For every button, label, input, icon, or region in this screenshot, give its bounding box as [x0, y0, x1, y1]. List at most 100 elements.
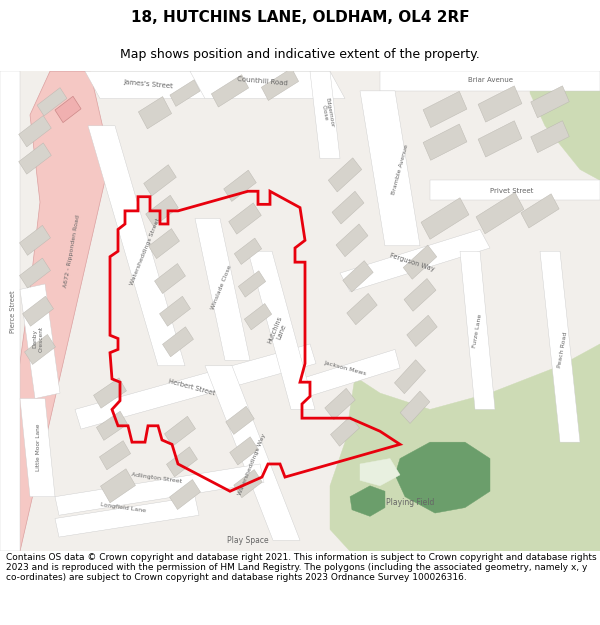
Polygon shape [19, 143, 52, 174]
Polygon shape [540, 251, 580, 442]
Text: Briar Avenue: Briar Avenue [467, 77, 512, 83]
Polygon shape [460, 251, 495, 409]
Polygon shape [190, 71, 345, 99]
Polygon shape [226, 406, 254, 434]
Polygon shape [248, 251, 315, 409]
Polygon shape [290, 349, 400, 401]
Text: 18, HUTCHINS LANE, OLDHAM, OL4 2RF: 18, HUTCHINS LANE, OLDHAM, OL4 2RF [131, 10, 469, 25]
Polygon shape [531, 121, 569, 152]
Polygon shape [155, 264, 185, 294]
Text: A672 - Ripponden Road: A672 - Ripponden Road [63, 214, 81, 288]
Polygon shape [423, 124, 467, 160]
Polygon shape [478, 86, 522, 122]
Polygon shape [423, 91, 467, 128]
Polygon shape [360, 459, 400, 486]
Text: Jackson Mews: Jackson Mews [323, 360, 367, 376]
Polygon shape [340, 229, 490, 292]
Polygon shape [336, 224, 368, 257]
Polygon shape [421, 198, 469, 239]
Polygon shape [230, 437, 258, 465]
Text: Little Moor Lane: Little Moor Lane [35, 424, 41, 471]
Polygon shape [97, 411, 128, 441]
Polygon shape [55, 497, 199, 537]
Text: Contains OS data © Crown copyright and database right 2021. This information is : Contains OS data © Crown copyright and d… [6, 552, 596, 582]
Text: Herbert Street: Herbert Street [168, 379, 216, 397]
Text: Danby
Crescent: Danby Crescent [32, 326, 43, 352]
Polygon shape [521, 194, 559, 228]
Polygon shape [238, 271, 266, 297]
Polygon shape [20, 284, 60, 399]
Polygon shape [205, 366, 300, 541]
Polygon shape [332, 191, 364, 224]
Polygon shape [160, 296, 190, 326]
Polygon shape [25, 334, 55, 364]
Text: Pierce Street: Pierce Street [10, 290, 16, 332]
Polygon shape [407, 315, 437, 346]
Polygon shape [0, 71, 110, 551]
Polygon shape [400, 391, 430, 424]
Polygon shape [170, 479, 200, 509]
Text: Furze Lane: Furze Lane [472, 314, 482, 348]
Polygon shape [360, 91, 420, 246]
Polygon shape [234, 469, 262, 498]
Text: Counthill Road: Counthill Road [236, 76, 287, 86]
Polygon shape [149, 229, 179, 259]
Polygon shape [394, 360, 425, 394]
Polygon shape [37, 88, 67, 116]
Polygon shape [75, 344, 316, 429]
Polygon shape [343, 261, 373, 292]
Polygon shape [143, 165, 176, 196]
Polygon shape [229, 203, 262, 234]
Polygon shape [85, 71, 215, 99]
Polygon shape [20, 399, 55, 497]
Text: James's Street: James's Street [123, 79, 173, 89]
Polygon shape [100, 441, 131, 470]
Polygon shape [19, 116, 52, 147]
Polygon shape [20, 258, 50, 288]
Polygon shape [164, 416, 196, 446]
Polygon shape [224, 170, 256, 201]
Polygon shape [244, 304, 272, 330]
Polygon shape [347, 293, 377, 325]
Polygon shape [163, 327, 193, 357]
Text: Peach Road: Peach Road [557, 331, 569, 367]
Text: Map shows position and indicative extent of the property.: Map shows position and indicative extent… [120, 48, 480, 61]
Polygon shape [170, 80, 200, 106]
Polygon shape [23, 296, 53, 326]
Polygon shape [531, 86, 569, 118]
Text: Play Space: Play Space [227, 536, 269, 545]
Polygon shape [235, 238, 262, 264]
Polygon shape [101, 469, 136, 502]
Polygon shape [88, 126, 185, 366]
Text: Adlington Street: Adlington Street [131, 472, 182, 484]
Text: Hutchins
Lane: Hutchins Lane [266, 315, 289, 347]
Polygon shape [20, 226, 50, 256]
Polygon shape [430, 181, 600, 200]
Polygon shape [167, 447, 197, 477]
Text: Edgemoor
Close: Edgemoor Close [319, 97, 335, 129]
Polygon shape [328, 158, 362, 192]
Polygon shape [94, 378, 127, 408]
Polygon shape [146, 195, 178, 226]
Text: Longfield Lane: Longfield Lane [100, 502, 146, 513]
Polygon shape [211, 75, 248, 107]
Polygon shape [55, 96, 81, 122]
Text: Winslade Close: Winslade Close [211, 264, 233, 310]
Text: Watersheddings Street: Watersheddings Street [129, 217, 161, 286]
Polygon shape [403, 245, 437, 279]
Polygon shape [404, 279, 436, 311]
Polygon shape [395, 442, 490, 513]
Text: Ferguson Way: Ferguson Way [389, 252, 435, 272]
Polygon shape [478, 121, 522, 157]
Text: Playing Field: Playing Field [386, 498, 434, 507]
Polygon shape [139, 97, 172, 129]
Text: Privet Street: Privet Street [490, 188, 533, 194]
Polygon shape [262, 68, 299, 101]
Polygon shape [195, 219, 250, 361]
Polygon shape [0, 71, 20, 551]
Polygon shape [350, 486, 385, 516]
Text: Watersheddings Way: Watersheddings Way [237, 432, 267, 496]
Polygon shape [331, 416, 359, 446]
Polygon shape [476, 192, 524, 234]
Polygon shape [380, 71, 600, 91]
